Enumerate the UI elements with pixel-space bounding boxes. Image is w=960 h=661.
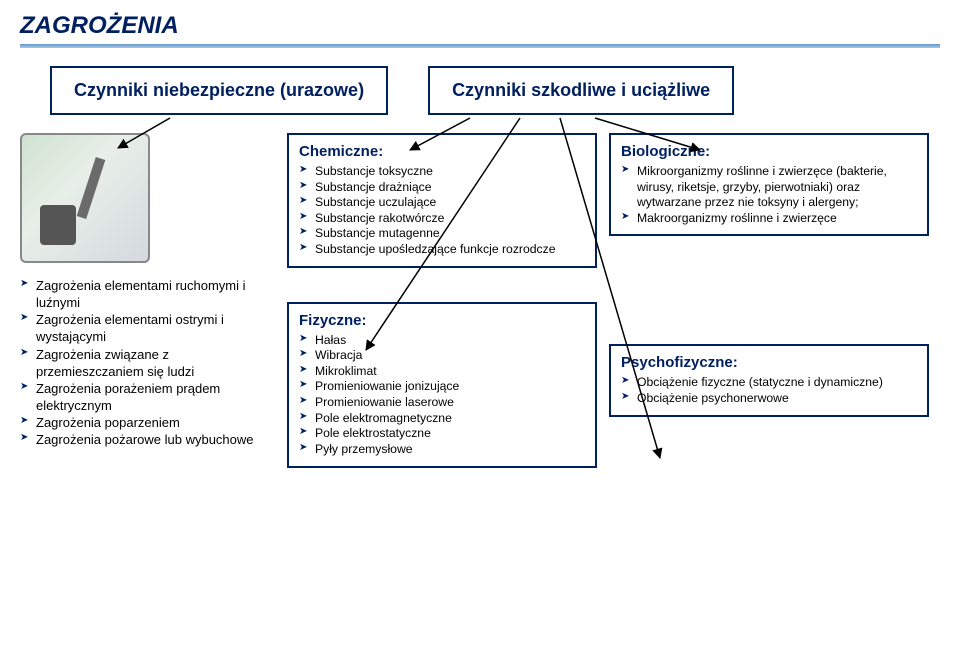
biological-item: Makroorganizmy roślinne i zwierzęce <box>621 211 917 227</box>
left-list-box: Zagrożenia elementami ruchomymi i luźnym… <box>20 277 275 449</box>
left-item: Zagrożenia poparzeniem <box>20 414 275 431</box>
chemical-box: Chemiczne: Substancje toksyczneSubstancj… <box>287 133 597 268</box>
left-item: Zagrożenia elementami ostrymi i wystając… <box>20 311 275 345</box>
chemical-item: Substancje rakotwórcze <box>299 211 585 227</box>
left-item: Zagrożenia porażeniem prądem elektryczny… <box>20 380 275 414</box>
physical-item: Promieniowanie laserowe <box>299 395 585 411</box>
physical-item: Mikroklimat <box>299 364 585 380</box>
physical-item: Pole elektromagnetyczne <box>299 411 585 427</box>
physical-item: Wibracja <box>299 348 585 364</box>
columns-wrapper: Zagrożenia elementami ruchomymi i luźnym… <box>20 133 940 478</box>
biological-list: Mikroorganizmy roślinne i zwierzęce (bak… <box>621 164 917 226</box>
page-title: ZAGROŻENIA <box>20 12 940 40</box>
title-rule <box>20 44 940 48</box>
chemical-header: Chemiczne: <box>299 143 585 160</box>
left-list: Zagrożenia elementami ruchomymi i luźnym… <box>20 277 275 449</box>
chemical-item: Substancje uczulające <box>299 195 585 211</box>
left-item: Zagrożenia elementami ruchomymi i luźnym… <box>20 277 275 311</box>
chemical-item: Substancje upośledzające funkcje rozrodc… <box>299 242 585 258</box>
biological-item: Mikroorganizmy roślinne i zwierzęce (bak… <box>621 164 917 211</box>
physical-item: Promieniowanie jonizujące <box>299 379 585 395</box>
top-box-left: Czynniki niebezpieczne (urazowe) <box>50 66 388 115</box>
physical-box: Fizyczne: HałasWibracjaMikroklimatPromie… <box>287 302 597 468</box>
chemical-item: Substancje drażniące <box>299 180 585 196</box>
top-row: Czynniki niebezpieczne (urazowe) Czynnik… <box>50 66 940 115</box>
physical-list: HałasWibracjaMikroklimatPromieniowanie j… <box>299 333 585 458</box>
column-middle: Chemiczne: Substancje toksyczneSubstancj… <box>287 133 597 478</box>
page-root: ZAGROŻENIA Czynniki niebezpieczne (urazo… <box>0 0 960 661</box>
left-item: Zagrożenia związane z przemieszczaniem s… <box>20 346 275 380</box>
psycho-item: Obciążenie fizyczne (statyczne i dynamic… <box>621 375 917 391</box>
chemical-list: Substancje toksyczneSubstancje drażniące… <box>299 164 585 258</box>
chemical-item: Substancje toksyczne <box>299 164 585 180</box>
biological-header: Biologiczne: <box>621 143 917 160</box>
physical-item: Pole elektrostatyczne <box>299 426 585 442</box>
psycho-list: Obciążenie fizyczne (statyczne i dynamic… <box>621 375 917 406</box>
physical-item: Pyły przemysłowe <box>299 442 585 458</box>
top-box-right: Czynniki szkodliwe i uciążliwe <box>428 66 734 115</box>
chemical-item: Substancje mutagenne <box>299 226 585 242</box>
physical-item: Hałas <box>299 333 585 349</box>
biological-box: Biologiczne: Mikroorganizmy roślinne i z… <box>609 133 929 236</box>
column-right: Biologiczne: Mikroorganizmy roślinne i z… <box>609 133 929 427</box>
physical-header: Fizyczne: <box>299 312 585 329</box>
hazard-image <box>20 133 150 263</box>
psycho-item: Obciążenie psychonerwowe <box>621 391 917 407</box>
psycho-header: Psychofizyczne: <box>621 354 917 371</box>
column-left: Zagrożenia elementami ruchomymi i luźnym… <box>20 133 275 459</box>
psycho-box: Psychofizyczne: Obciążenie fizyczne (sta… <box>609 344 929 416</box>
left-item: Zagrożenia pożarowe lub wybuchowe <box>20 431 275 448</box>
